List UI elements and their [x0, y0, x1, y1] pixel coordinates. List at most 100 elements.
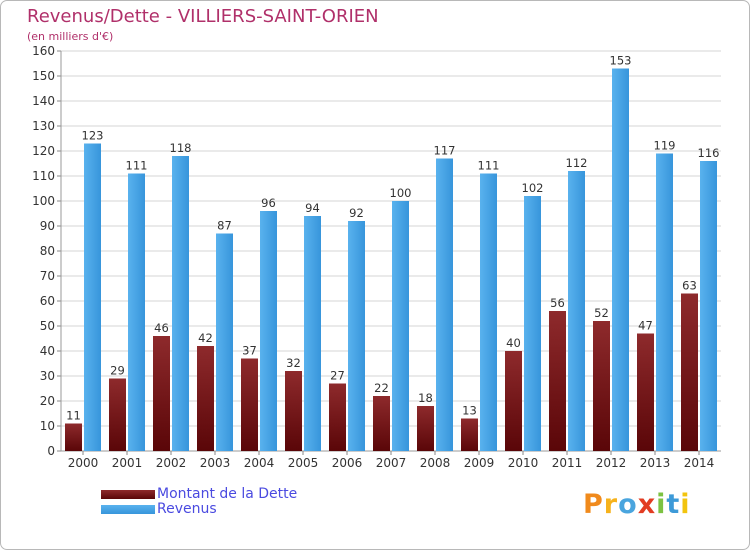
- bar-dette: [681, 293, 698, 451]
- y-tick-label: 70: [40, 269, 55, 283]
- bar-revenus: [304, 216, 321, 451]
- data-label-revenus: 117: [434, 144, 456, 158]
- chart-title: Revenus/Dette - VILLIERS-SAINT-ORIEN: [27, 6, 379, 27]
- data-label-dette: 46: [154, 321, 169, 335]
- bar-dette: [461, 418, 478, 451]
- x-tick-label: 2012: [596, 456, 627, 470]
- data-label-revenus: 119: [654, 139, 676, 153]
- data-label-revenus: 92: [349, 206, 364, 220]
- logo-letter: x: [637, 489, 657, 520]
- bar-dette: [593, 321, 610, 451]
- y-tick-label: 120: [32, 144, 55, 158]
- bar-revenus: [568, 171, 585, 451]
- bar-revenus: [480, 173, 497, 451]
- y-tick-label: 60: [40, 294, 55, 308]
- bar-dette: [153, 336, 170, 451]
- logo-letter: t: [666, 489, 681, 520]
- y-tick-label: 50: [40, 319, 55, 333]
- y-tick-label: 150: [32, 69, 55, 83]
- data-label-dette: 29: [110, 364, 125, 378]
- data-label-revenus: 94: [305, 201, 320, 215]
- y-tick-label: 20: [40, 394, 55, 408]
- bar-dette: [373, 396, 390, 451]
- x-tick-label: 2013: [640, 456, 671, 470]
- data-label-dette: 13: [462, 404, 477, 418]
- data-label-revenus: 153: [610, 54, 632, 68]
- x-tick-label: 2006: [332, 456, 363, 470]
- data-label-dette: 56: [550, 296, 565, 310]
- logo-letter: r: [603, 489, 619, 520]
- data-label-dette: 32: [286, 356, 301, 370]
- x-tick-label: 2000: [68, 456, 99, 470]
- y-tick-label: 40: [40, 344, 55, 358]
- data-label-revenus: 96: [261, 196, 276, 210]
- bar-revenus: [656, 153, 673, 451]
- bar-dette: [109, 378, 126, 451]
- bar-dette: [329, 383, 346, 451]
- legend-swatch-dette: [101, 490, 155, 499]
- x-tick-label: 2003: [200, 456, 231, 470]
- bar-revenus: [392, 201, 409, 451]
- data-label-revenus: 111: [478, 159, 500, 173]
- bar-dette: [241, 358, 258, 451]
- legend-label-revenus: Revenus: [157, 501, 217, 517]
- bar-revenus: [612, 68, 629, 451]
- data-label-dette: 18: [418, 391, 433, 405]
- bar-revenus: [700, 161, 717, 451]
- chart-subtitle: (en milliers d'€): [27, 30, 114, 43]
- x-tick-label: 2007: [376, 456, 407, 470]
- y-tick-label: 100: [32, 194, 55, 208]
- y-tick-label: 110: [32, 169, 55, 183]
- y-tick-label: 10: [40, 419, 55, 433]
- data-label-dette: 52: [594, 306, 609, 320]
- legend-label-dette: Montant de la Dette: [157, 486, 298, 502]
- x-tick-label: 2010: [508, 456, 539, 470]
- bar-dette: [65, 423, 82, 451]
- bar-revenus: [524, 196, 541, 451]
- bar-revenus: [260, 211, 277, 451]
- data-label-revenus: 111: [126, 159, 148, 173]
- x-tick-label: 2002: [156, 456, 187, 470]
- data-label-revenus: 87: [217, 219, 232, 233]
- bar-revenus: [128, 173, 145, 451]
- data-label-dette: 27: [330, 369, 345, 383]
- x-tick-label: 2004: [244, 456, 275, 470]
- data-label-dette: 40: [506, 336, 521, 350]
- logo-letter: i: [656, 489, 667, 520]
- data-label-revenus: 116: [698, 146, 720, 160]
- data-label-revenus: 118: [170, 141, 192, 155]
- x-tick-label: 2001: [112, 456, 143, 470]
- data-label-revenus: 123: [82, 129, 104, 143]
- y-tick-label: 30: [40, 369, 55, 383]
- proxiti-logo: Proxiti: [583, 489, 691, 520]
- x-tick-label: 2008: [420, 456, 451, 470]
- data-label-dette: 22: [374, 381, 389, 395]
- data-label-revenus: 112: [566, 156, 588, 170]
- bar-dette: [417, 406, 434, 451]
- bar-revenus: [84, 143, 101, 451]
- bar-dette: [197, 346, 214, 451]
- x-tick-label: 2011: [552, 456, 583, 470]
- x-tick-label: 2009: [464, 456, 495, 470]
- data-label-dette: 37: [242, 344, 257, 358]
- bar-dette: [637, 333, 654, 451]
- y-tick-label: 130: [32, 119, 55, 133]
- legend-swatch-revenus: [101, 505, 155, 514]
- y-tick-label: 160: [32, 44, 55, 58]
- data-label-dette: 42: [198, 331, 213, 345]
- bar-dette: [549, 311, 566, 451]
- logo-letter: P: [583, 489, 604, 520]
- data-label-revenus: 100: [390, 186, 412, 200]
- logo-letter: o: [618, 489, 638, 520]
- logo-letter: i: [680, 489, 691, 520]
- x-tick-label: 2005: [288, 456, 319, 470]
- data-label-dette: 11: [66, 409, 81, 423]
- bar-revenus: [172, 156, 189, 451]
- data-label-dette: 47: [638, 319, 653, 333]
- data-label-dette: 63: [682, 279, 697, 293]
- bar-revenus: [216, 233, 233, 451]
- y-tick-label: 140: [32, 94, 55, 108]
- bar-revenus: [348, 221, 365, 451]
- bar-revenus: [436, 158, 453, 451]
